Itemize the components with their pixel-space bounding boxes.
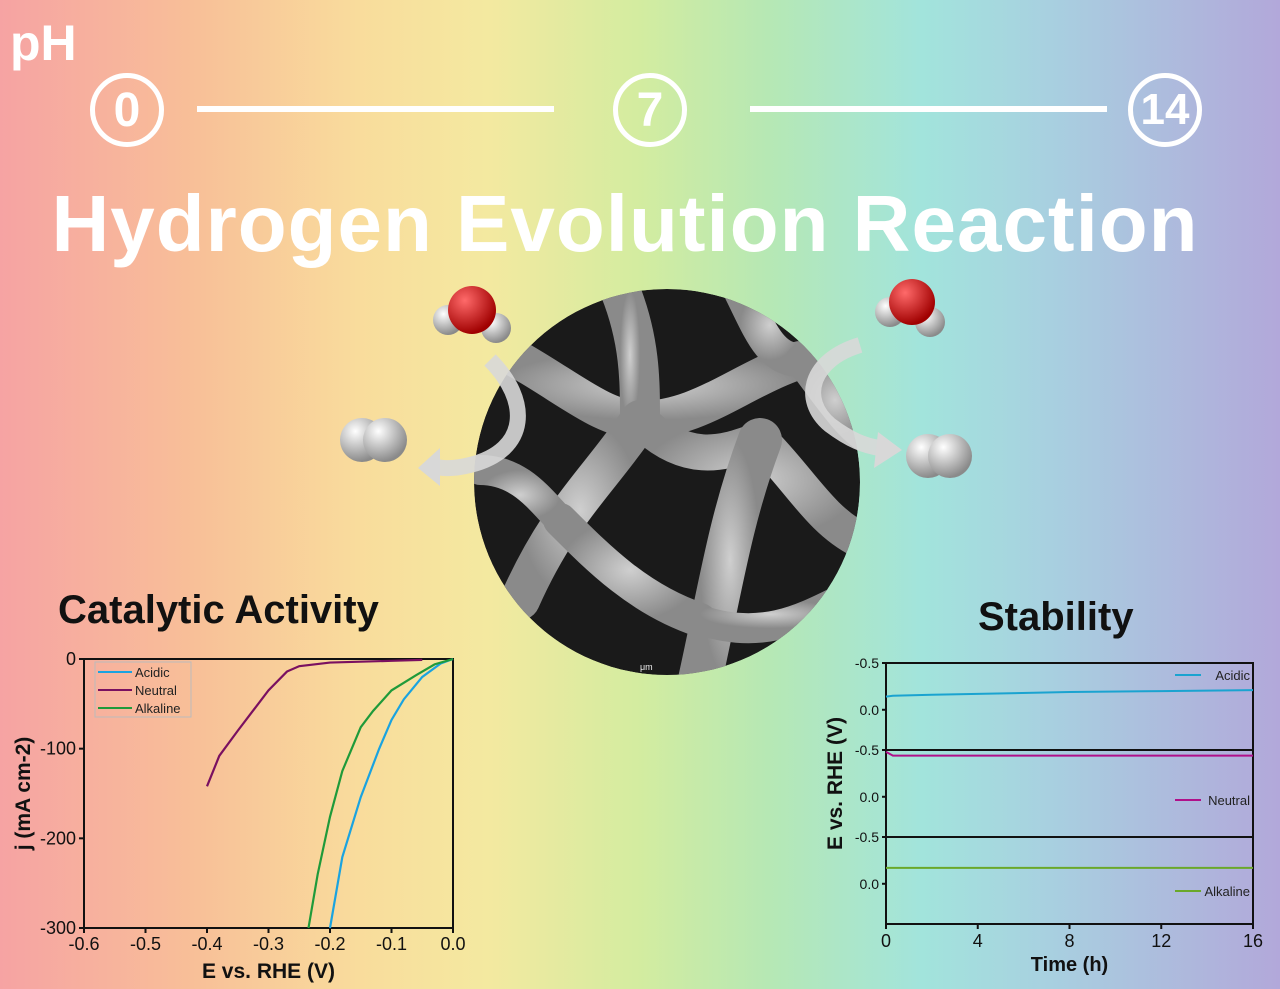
- series-line-neutral: [885, 750, 1253, 757]
- ph-scale-line: [750, 106, 1107, 112]
- stability-heading: Stability: [978, 595, 1134, 639]
- x-tick-label: -0.4: [191, 934, 222, 954]
- y-tick-label: -0.5: [855, 829, 879, 845]
- legend-label: Alkaline: [1204, 884, 1250, 899]
- x-axis-label: Time (h): [1031, 954, 1108, 976]
- ph-14-circle: 14: [1128, 73, 1202, 147]
- x-tick-label: 8: [1064, 931, 1074, 951]
- y-axis-label: E vs. RHE (V): [824, 717, 847, 850]
- legend-label: Alkaline: [135, 701, 181, 716]
- x-tick-label: 4: [973, 931, 983, 951]
- main-title: Hydrogen Evolution Reaction: [51, 179, 1199, 268]
- legend-label: Acidic: [1215, 668, 1250, 683]
- ph-0-circle: 0: [90, 73, 164, 147]
- plot-frame: [885, 662, 1254, 925]
- y-tick-label: -0.5: [855, 655, 879, 671]
- arrow-right-icon: [805, 337, 882, 456]
- sem-foam-image: μm: [474, 289, 860, 675]
- arrowhead-left-icon: [418, 448, 440, 486]
- legend-label: Acidic: [135, 665, 170, 680]
- legend-box: [94, 661, 192, 718]
- y-tick-label: -100: [40, 739, 76, 759]
- x-tick-label: 0.0: [440, 934, 465, 954]
- series-line-alkaline: [307, 657, 454, 929]
- x-tick-label: 12: [1151, 931, 1171, 951]
- x-tick-label: -0.6: [68, 934, 99, 954]
- x-tick-label: 16: [1243, 931, 1263, 951]
- x-tick-label: -0.3: [253, 934, 284, 954]
- hydrogen-molecule-left-icon: [340, 418, 407, 462]
- y-axis-label: j (mA cm-2): [12, 737, 35, 852]
- stability-chart: -0.5 0.0 Acidic -0.5 0.0 Neutral -0.5 0.0 Alkali…: [824, 655, 1263, 976]
- water-molecule-left-icon: [433, 286, 511, 343]
- lsv-chart: -0.6 -0.5 -0.4 -0.3 -0.2 -0.1 0.0 0 -100 -200 -300…: [12, 649, 466, 983]
- ph-7-circle: 7: [613, 73, 687, 147]
- x-tick-label: -0.5: [130, 934, 161, 954]
- y-tick-label: 0.0: [860, 876, 880, 892]
- y-tick-label: 0: [66, 649, 76, 669]
- y-tick-label: -0.5: [855, 742, 879, 758]
- x-tick-label: -0.1: [376, 934, 407, 954]
- plot-frame: [83, 658, 454, 929]
- y-tick-label: -300: [40, 918, 76, 938]
- series-line-neutral: [205, 658, 423, 787]
- y-tick-label: 0.0: [860, 702, 880, 718]
- series-line-acidic: [328, 657, 454, 929]
- catalytic-activity-heading: Catalytic Activity: [58, 588, 379, 632]
- x-tick-label: 0: [881, 931, 891, 951]
- ph-label: pH: [10, 15, 77, 71]
- arrowhead-right-icon: [874, 432, 902, 468]
- legend-label: Neutral: [1208, 793, 1250, 808]
- ph-scale-line: [197, 106, 554, 112]
- y-tick-label: 0.0: [860, 789, 880, 805]
- legend-label: Neutral: [135, 683, 177, 698]
- hydrogen-molecule-right-icon: [906, 434, 972, 478]
- arrow-left-icon: [430, 354, 526, 477]
- x-axis-label: E vs. RHE (V): [202, 960, 335, 983]
- x-tick-label: -0.2: [314, 934, 345, 954]
- y-tick-label: -200: [40, 828, 76, 848]
- scale-bar-label: μm: [640, 662, 653, 672]
- series-line-acidic: [885, 689, 1254, 698]
- water-molecule-right-icon: [875, 279, 945, 337]
